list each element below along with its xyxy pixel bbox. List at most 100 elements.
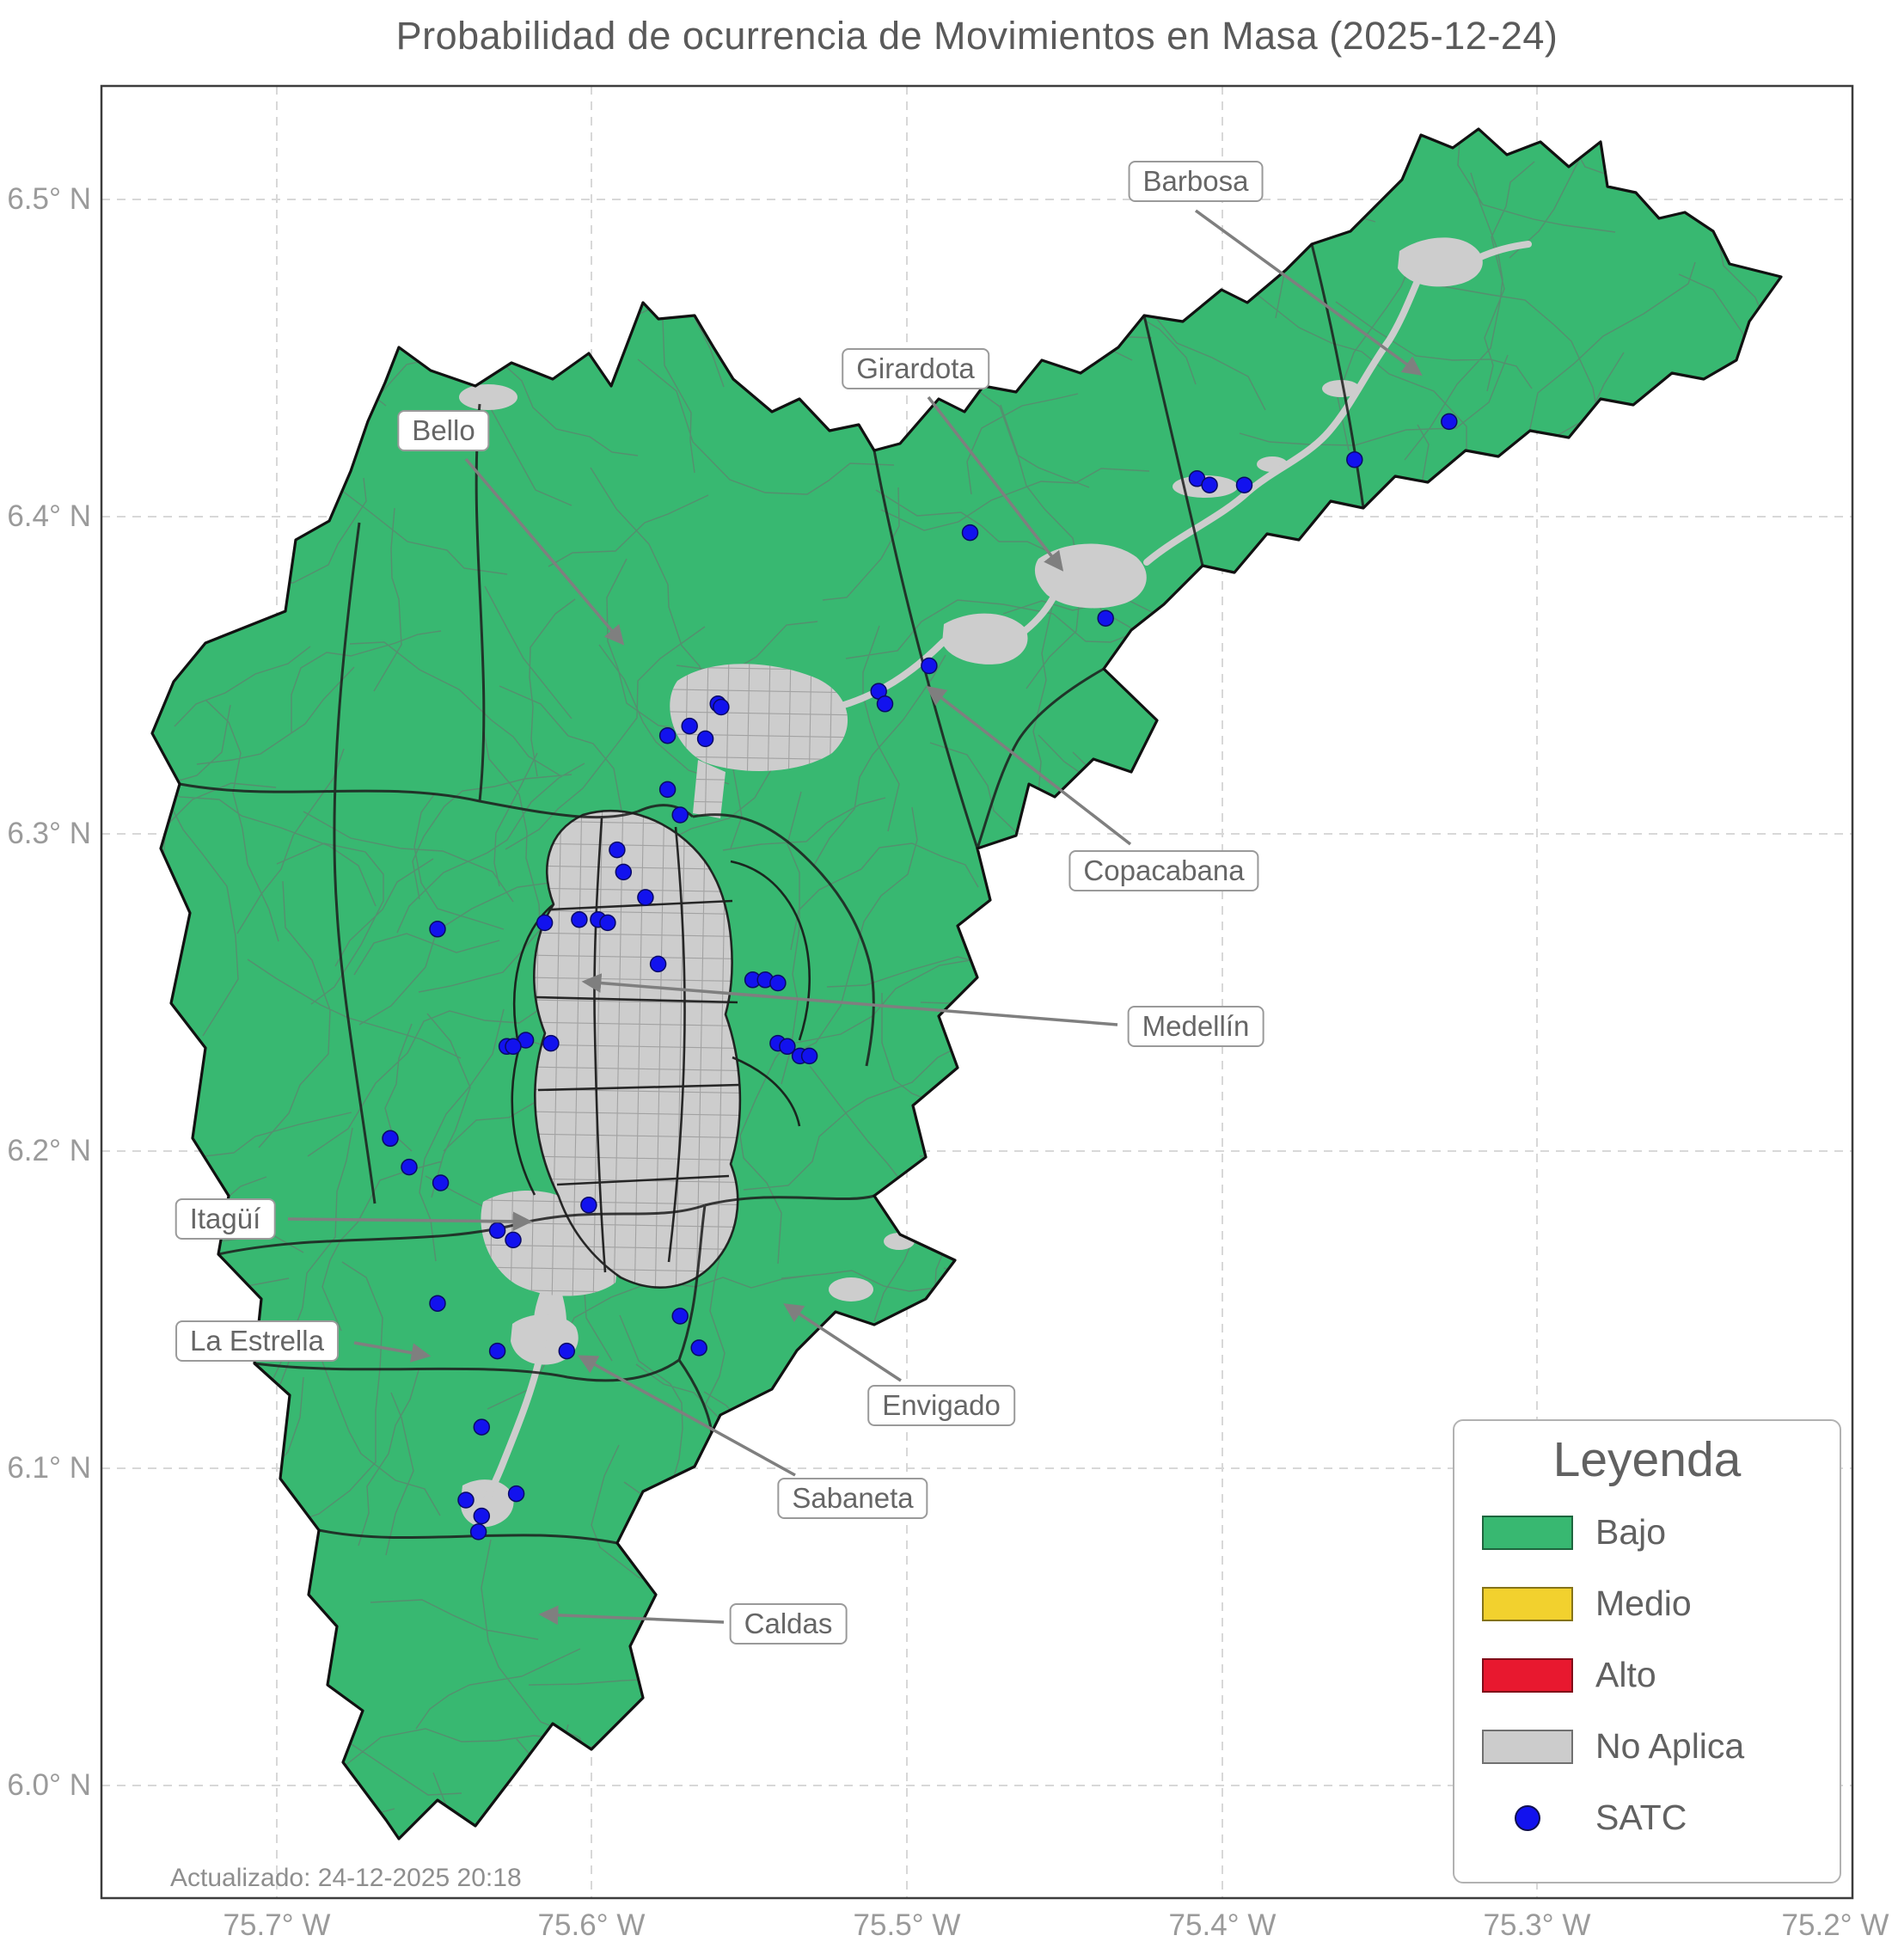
legend-label-bajo: Bajo — [1595, 1512, 1667, 1552]
legend-item-satc: SATC — [1454, 1782, 1840, 1853]
satc-station-dot — [432, 1174, 450, 1191]
satc-station-dot — [488, 1222, 506, 1240]
legend-title: Leyenda — [1552, 1432, 1742, 1487]
annotation-bello: Bello — [397, 410, 490, 451]
satc-station-dot — [637, 889, 654, 906]
satc-station-dot — [921, 657, 938, 675]
satc-station-dot — [1097, 609, 1114, 627]
x-tick-label: 75.4° W — [1168, 1908, 1277, 1942]
legend-item-alto: Alto — [1454, 1639, 1840, 1711]
satc-station-dot — [599, 914, 616, 932]
annotation-itagui: Itagüí — [175, 1198, 276, 1240]
satc-station-dot — [488, 1342, 506, 1360]
satc-station-dot — [779, 1038, 796, 1056]
arrow-bello — [464, 457, 625, 646]
satc-station-dot — [658, 726, 677, 744]
satc-station-dot — [429, 1295, 446, 1312]
y-tick-label: 6.2° N — [7, 1134, 91, 1167]
satc-station-dot — [769, 974, 787, 992]
arrow-girardota — [927, 395, 1064, 572]
satc-station-dot — [690, 1339, 707, 1357]
legend-swatch-medio — [1482, 1586, 1573, 1621]
legend-label-no-aplica: No Aplica — [1595, 1726, 1745, 1766]
satc-station-dot — [671, 806, 689, 824]
annotation-arrows — [287, 209, 1423, 1626]
region-outline — [150, 127, 1783, 1841]
x-tick-label: 75.3° W — [1483, 1908, 1591, 1942]
satc-station-dot — [1346, 450, 1363, 469]
satc-station-dot — [505, 1231, 522, 1249]
y-tick-label: 6.5° N — [7, 182, 91, 216]
satc-station-dot — [558, 1342, 576, 1360]
satc-station-dot — [542, 1034, 560, 1052]
legend-item-medio: Medio — [1454, 1568, 1840, 1639]
satc-station-dot — [1201, 476, 1218, 493]
legend-label-medio: Medio — [1595, 1583, 1692, 1623]
y-tick-label: 6.0° N — [7, 1768, 91, 1802]
annotation-caldas: Caldas — [729, 1603, 848, 1645]
satc-station-dot — [571, 910, 588, 928]
x-tick-label: 75.7° W — [223, 1908, 331, 1942]
annotation-girardota: Girardota — [842, 348, 989, 389]
satc-station-dot — [713, 698, 730, 716]
y-tick-label: 6.3° N — [7, 817, 91, 850]
satc-station-dot — [876, 695, 894, 713]
annotation-sabaneta: Sabaneta — [777, 1478, 928, 1519]
plot-border — [100, 84, 1854, 1900]
satc-station-dot — [382, 1130, 399, 1148]
x-tick-label: 75.2° W — [1781, 1908, 1889, 1942]
municipal-boundaries — [179, 243, 1365, 1545]
satc-station-dot — [401, 1158, 418, 1176]
satc-station-dot — [536, 914, 554, 932]
annotation-copacabana: Copacabana — [1068, 850, 1259, 891]
updated-timestamp: Actualizado: 24-12-2025 20:18 — [170, 1864, 522, 1892]
legend-swatch-bajo — [1482, 1515, 1573, 1550]
satc-station-dot — [615, 863, 633, 881]
satc-station-dot — [961, 524, 979, 542]
satc-stations-layer — [382, 413, 1458, 1540]
arrow-itagui — [287, 1211, 533, 1232]
figure-title: Probabilidad de ocurrencia de Movimiento… — [395, 14, 1558, 58]
satc-station-dot — [800, 1047, 818, 1065]
satc-station-dot — [649, 955, 667, 973]
satc-station-dot — [671, 1308, 689, 1325]
satc-station-dot — [681, 717, 698, 735]
legend: Leyenda Bajo Medio Alto No Aplica SATC — [1453, 1419, 1841, 1883]
annotation-envigado: Envigado — [867, 1385, 1015, 1426]
legend-label-alto: Alto — [1595, 1655, 1656, 1694]
arrow-barbosa — [1194, 209, 1423, 377]
comuna-boundaries — [511, 810, 811, 1289]
satc-station-dot — [473, 1418, 491, 1436]
satc-station-dot — [1235, 476, 1253, 493]
satc-station-dot — [658, 781, 677, 799]
y-tick-label: 6.4° N — [7, 499, 91, 533]
arrow-sabaneta — [578, 1355, 796, 1477]
satc-station-dot — [505, 1038, 522, 1056]
satc-station-dot — [609, 841, 626, 859]
annotation-barbosa: Barbosa — [1128, 161, 1264, 202]
satc-station-dot — [429, 921, 446, 938]
y-tick-label: 6.1° N — [7, 1451, 91, 1485]
satc-station-dot — [473, 1507, 491, 1525]
annotation-medellin: Medellín — [1127, 1006, 1264, 1047]
arrow-caldas — [538, 1605, 725, 1626]
satc-station-dot — [507, 1485, 525, 1503]
legend-item-no-aplica: No Aplica — [1454, 1711, 1840, 1782]
legend-swatch-alto — [1482, 1657, 1573, 1693]
region-low-risk-polygon — [152, 129, 1781, 1839]
satc-station-dot — [1441, 413, 1458, 431]
satc-legend-dot-icon — [1515, 1804, 1540, 1831]
legend-label-satc: SATC — [1595, 1798, 1687, 1837]
annotation-laestrella: La Estrella — [175, 1320, 339, 1362]
legend-satc-swatch — [1482, 1804, 1573, 1831]
legend-item-bajo: Bajo — [1454, 1497, 1840, 1568]
arrow-copacabana — [926, 685, 1132, 846]
arrow-envigado — [783, 1303, 902, 1382]
arrow-medellin — [581, 973, 1118, 1026]
satc-station-dot — [457, 1491, 475, 1509]
x-tick-label: 75.5° W — [853, 1908, 961, 1942]
arrow-laestrella — [353, 1341, 432, 1363]
legend-swatch-no-aplica — [1482, 1729, 1573, 1764]
